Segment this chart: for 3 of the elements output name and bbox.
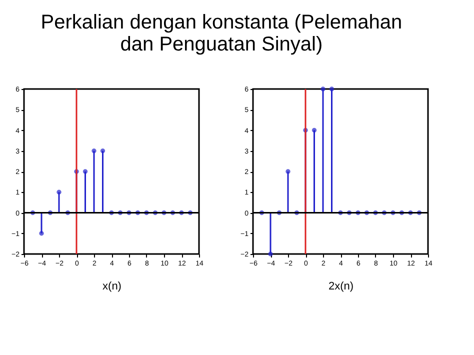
chart-title: Perkalian dengan konstanta (Pelemahan dan Penguatan Sinyal) <box>40 11 402 56</box>
x-axis-title: x(n) <box>102 280 122 292</box>
x-axis-title: 2x(n) <box>328 280 354 292</box>
